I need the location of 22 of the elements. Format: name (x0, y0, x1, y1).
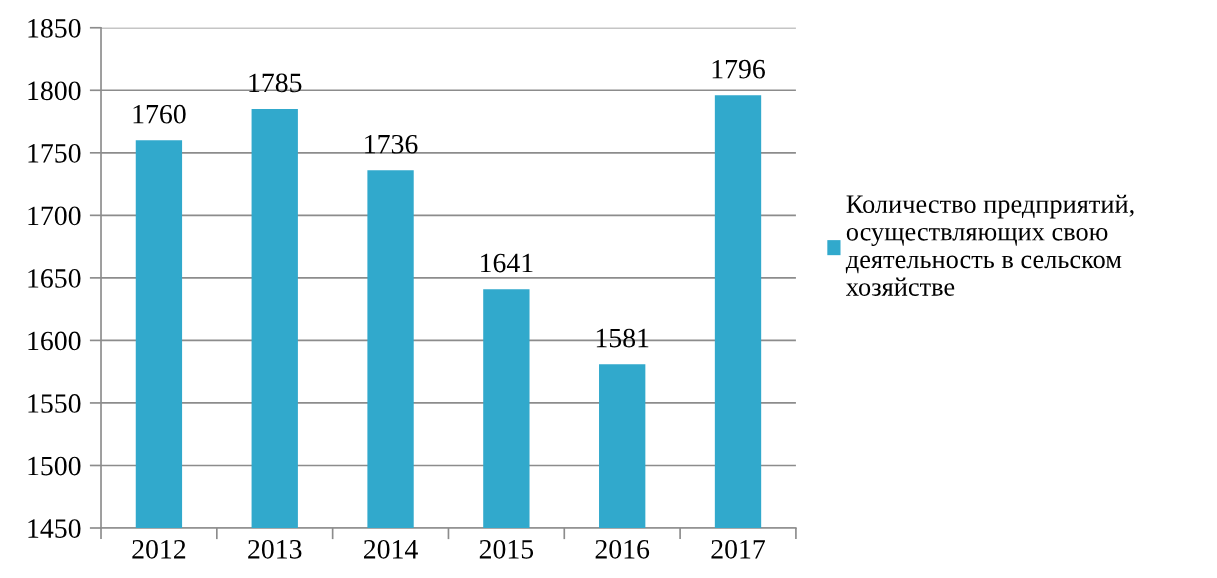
y-tick-label: 1600 (28, 331, 81, 351)
y-tick-label: 1450 (28, 519, 81, 538)
x-tick-label: 2015 (479, 539, 534, 559)
y-tick-label: 1650 (28, 269, 81, 288)
x-tick-label: 2012 (132, 539, 186, 559)
data-label: 1796 (712, 59, 765, 79)
y-tick-label: 1500 (28, 456, 81, 476)
data-label: 1641 (481, 253, 533, 273)
x-tick-label: 2016 (595, 539, 650, 559)
y-tick-label: 1750 (28, 143, 81, 163)
y-tick-label: 1800 (28, 81, 81, 101)
data-label: 1581 (596, 328, 649, 348)
data-label: 1736 (365, 134, 418, 154)
y-tick-label: 1550 (28, 394, 81, 413)
data-label: 1760 (133, 104, 186, 124)
x-tick-label: 2013 (248, 539, 302, 559)
legend-label: Количество предприятий, осуществляющих свою деятельность в сельском хозяйстве (845, 194, 1134, 296)
x-tick-label: 2017 (711, 539, 765, 559)
y-tick-label: 1850 (28, 18, 81, 38)
y-tick-label: 1700 (28, 206, 81, 226)
data-label: 1785 (249, 73, 302, 93)
x-tick-label: 2014 (364, 539, 418, 559)
